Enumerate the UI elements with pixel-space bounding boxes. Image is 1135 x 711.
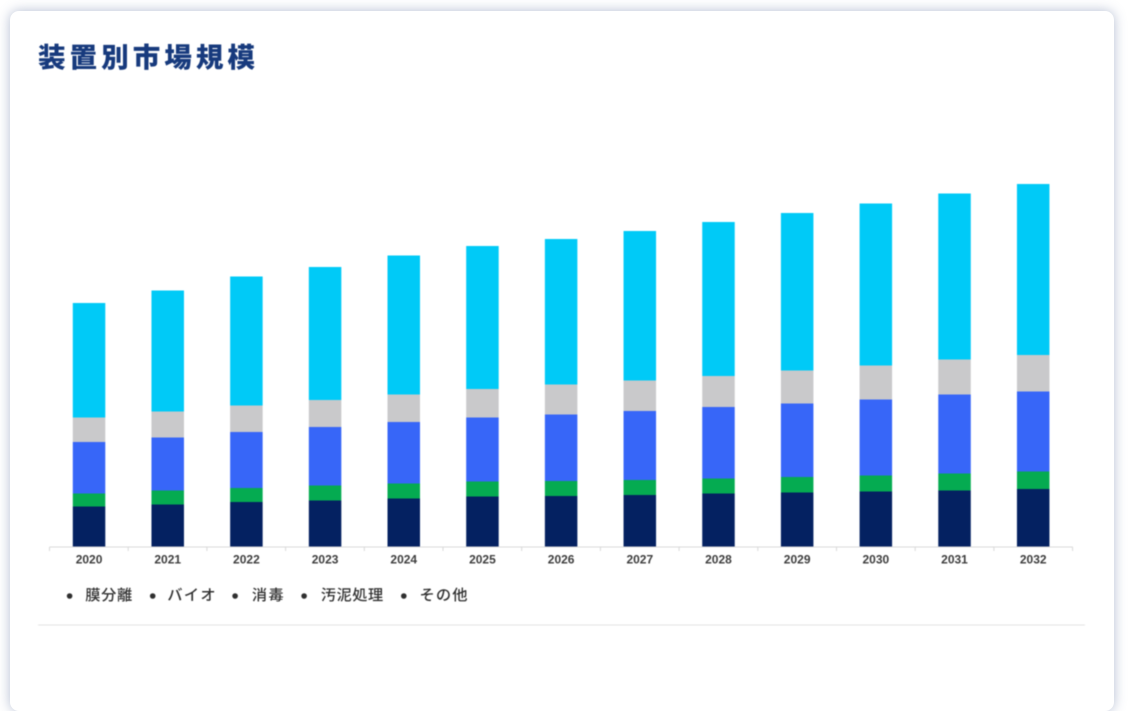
svg-text:2031: 2031 — [941, 553, 968, 567]
svg-text:2021: 2021 — [154, 553, 181, 567]
svg-text:2029: 2029 — [784, 553, 811, 567]
svg-text:2032: 2032 — [1020, 553, 1047, 567]
svg-text:2024: 2024 — [390, 553, 417, 567]
svg-text:2025: 2025 — [469, 553, 496, 567]
svg-text:2020: 2020 — [76, 553, 103, 567]
svg-text:2027: 2027 — [626, 553, 653, 567]
svg-text:2028: 2028 — [705, 553, 732, 567]
svg-text:2030: 2030 — [862, 553, 889, 567]
svg-text:2022: 2022 — [233, 553, 260, 567]
svg-text:2026: 2026 — [548, 553, 575, 567]
svg-text:2023: 2023 — [312, 553, 339, 567]
